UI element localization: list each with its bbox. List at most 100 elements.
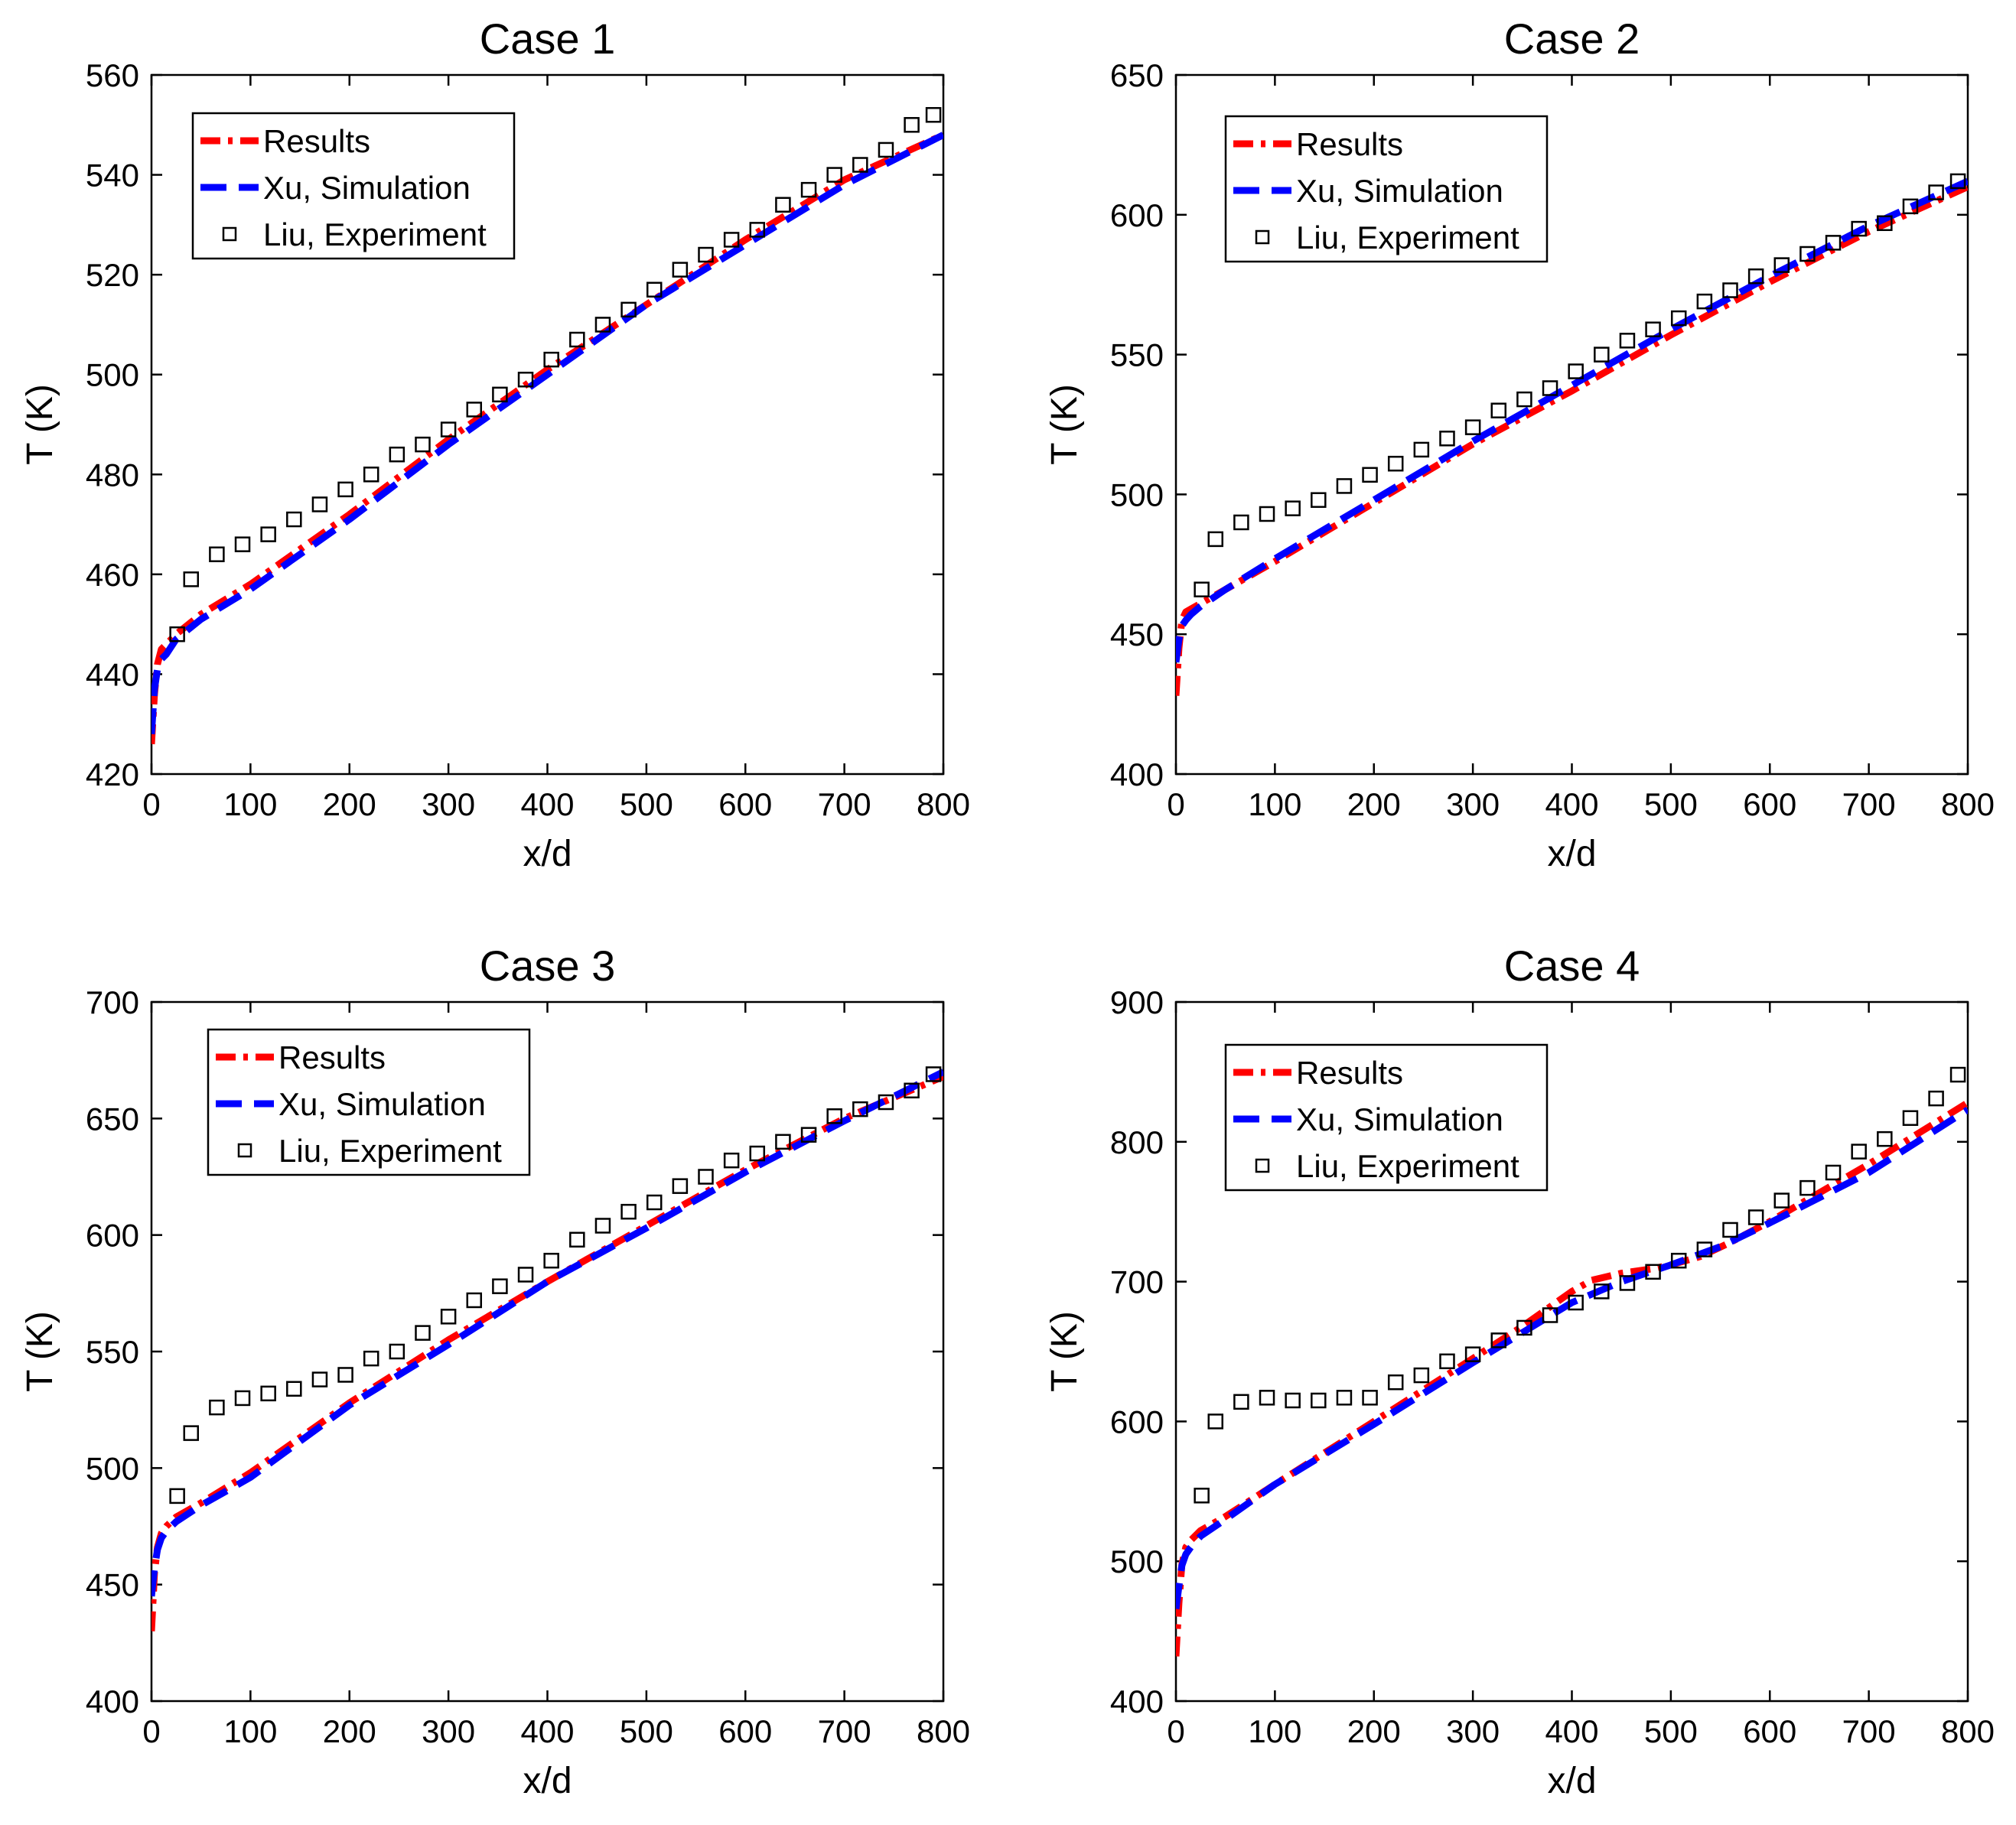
y-tick-label: 700 xyxy=(1110,1264,1164,1300)
data-point-marker xyxy=(209,546,225,562)
x-tick-label: 300 xyxy=(1446,1713,1500,1749)
x-tick-label: 0 xyxy=(1167,1713,1184,1749)
y-axis-label: T (K) xyxy=(1044,384,1085,465)
x-tick-label: 200 xyxy=(1347,786,1401,822)
data-point-marker xyxy=(543,1252,559,1269)
x-tick-label: 500 xyxy=(1644,786,1698,822)
data-point-marker xyxy=(1233,1394,1249,1410)
x-tick-label: 100 xyxy=(223,786,277,822)
data-point-marker xyxy=(1285,500,1301,516)
data-point-marker xyxy=(466,402,483,418)
data-point-marker xyxy=(672,1178,689,1194)
data-point-marker xyxy=(363,1350,379,1367)
data-point-marker xyxy=(1696,1241,1713,1257)
chart-panel-3: Case 3 0 100 200 300 400 500 600 700 800 400 450 500… xyxy=(20,942,970,1801)
data-point-marker xyxy=(1387,455,1404,472)
legend-label: Xu, Simulation xyxy=(1296,1101,1503,1137)
data-point-marker xyxy=(1851,1143,1867,1160)
y-tick-label: 420 xyxy=(86,756,139,792)
data-point-marker xyxy=(1799,246,1816,262)
data-point-marker xyxy=(1259,1390,1275,1406)
x-tick-label: 800 xyxy=(917,1713,970,1749)
data-point-marker xyxy=(1799,1179,1816,1196)
y-tick-label: 800 xyxy=(1110,1124,1164,1160)
x-axis-label: x/d xyxy=(523,834,572,874)
data-point-marker xyxy=(183,571,199,587)
data-point-marker xyxy=(517,1267,534,1283)
data-point-marker xyxy=(1336,1390,1353,1406)
legend-marker-square xyxy=(237,1143,252,1158)
data-point-marker xyxy=(800,1127,817,1143)
data-point-marker xyxy=(1233,514,1249,531)
y-tick-label: 500 xyxy=(1110,477,1164,512)
data-point-marker xyxy=(594,317,611,333)
y-tick-label: 600 xyxy=(1110,1404,1164,1440)
x-tick-label: 600 xyxy=(718,786,772,822)
data-point-marker xyxy=(1207,1413,1223,1430)
chart-title: Case 2 xyxy=(1504,15,1640,63)
y-tick-label: 450 xyxy=(86,1567,139,1603)
data-point-marker xyxy=(878,1094,894,1111)
data-point-marker xyxy=(1949,1066,1966,1083)
series-xu-simulation-line xyxy=(1176,1107,1968,1609)
data-point-marker xyxy=(1722,1222,1738,1238)
data-point-marker xyxy=(904,117,920,133)
x-tick-label: 200 xyxy=(323,1713,376,1749)
x-tick-label: 400 xyxy=(520,786,574,822)
data-point-marker xyxy=(1594,346,1610,363)
series-liu-experiment xyxy=(1194,1066,1966,1504)
data-point-marker xyxy=(1362,1390,1378,1406)
y-tick-label: 460 xyxy=(86,557,139,593)
data-point-marker xyxy=(183,1425,199,1441)
data-point-marker xyxy=(1362,467,1378,483)
x-tick-label: 700 xyxy=(1842,1713,1896,1749)
data-point-marker xyxy=(646,281,663,298)
data-point-marker xyxy=(1490,402,1507,418)
x-tick-label: 400 xyxy=(520,1713,574,1749)
y-tick-label: 450 xyxy=(1110,616,1164,652)
data-point-marker xyxy=(775,197,791,213)
data-point-marker xyxy=(1825,235,1842,251)
data-point-marker xyxy=(1542,1307,1558,1323)
data-point-marker xyxy=(620,1203,637,1220)
data-point-marker xyxy=(1619,333,1636,349)
data-point-marker xyxy=(169,626,185,642)
data-point-marker xyxy=(234,536,251,552)
series-xu-simulation-line xyxy=(151,1069,943,1597)
y-tick-label: 550 xyxy=(1110,337,1164,373)
legend-label: Xu, Simulation xyxy=(263,170,471,206)
legend-marker-square xyxy=(222,226,237,242)
data-point-marker xyxy=(1439,431,1455,447)
data-point-marker xyxy=(852,157,868,173)
x-tick-label: 800 xyxy=(1941,786,1995,822)
data-point-marker xyxy=(1902,198,1919,215)
y-tick-label: 400 xyxy=(1110,1683,1164,1719)
chart-panel-1: Case 1 0 100 200 300 400 500 600 700 800 420 440 460… xyxy=(20,15,970,874)
x-tick-label: 300 xyxy=(422,786,475,822)
data-point-marker xyxy=(169,1488,185,1505)
x-tick-label: 700 xyxy=(818,786,871,822)
legend-label: Liu, Experiment xyxy=(278,1133,502,1169)
x-tick-label: 500 xyxy=(620,1713,673,1749)
y-tick-label: 500 xyxy=(86,357,139,393)
x-tick-label: 100 xyxy=(1248,1713,1301,1749)
data-point-marker xyxy=(826,167,842,183)
data-point-marker xyxy=(1928,1090,1944,1107)
x-axis-label: x/d xyxy=(1547,834,1596,874)
data-point-marker xyxy=(311,496,328,512)
data-point-marker xyxy=(1413,1367,1430,1384)
legend-label: Xu, Simulation xyxy=(1296,173,1503,209)
legend-label: Liu, Experiment xyxy=(263,216,487,252)
data-point-marker xyxy=(749,1145,766,1162)
data-point-marker xyxy=(749,222,766,238)
y-tick-label: 480 xyxy=(86,457,139,493)
x-tick-label: 100 xyxy=(223,1713,277,1749)
data-point-marker xyxy=(311,1371,328,1387)
x-tick-label: 500 xyxy=(1644,1713,1698,1749)
y-tick-label: 600 xyxy=(1110,197,1164,233)
chart-title: Case 4 xyxy=(1504,942,1640,990)
data-point-marker xyxy=(698,1169,714,1185)
data-point-marker xyxy=(389,1343,405,1360)
y-axis-label: T (K) xyxy=(20,384,60,465)
